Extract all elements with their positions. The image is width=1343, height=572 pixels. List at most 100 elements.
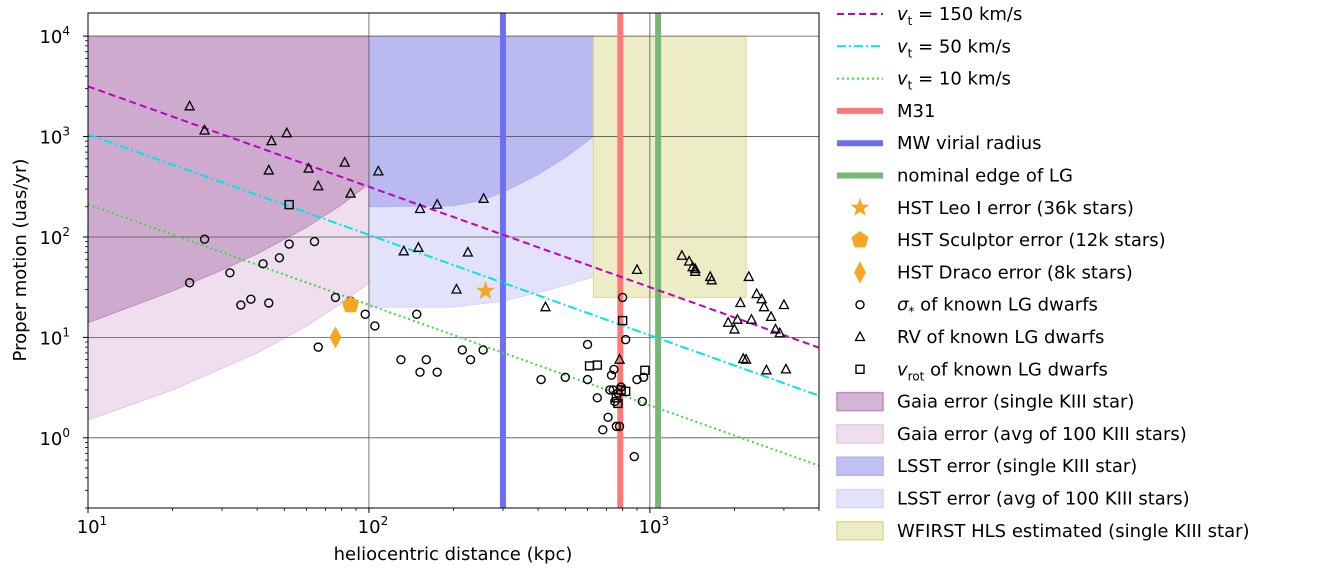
- velocity-line-1: [88, 133, 819, 397]
- legend-label: Gaia error (single KIII star): [897, 392, 1134, 413]
- point-circle: [415, 367, 425, 377]
- point-triangle: [737, 352, 749, 364]
- point-circle: [592, 393, 603, 403]
- point-square: [592, 360, 603, 370]
- data-points: [184, 99, 792, 462]
- point-circle: [611, 421, 622, 432]
- point-triangle: [706, 273, 718, 285]
- legend-label: LSST error (single KIII star): [897, 456, 1137, 477]
- point-triangle: [398, 244, 410, 256]
- legend-region-swatch: [836, 521, 884, 541]
- point-triangle: [198, 124, 211, 135]
- legend-label: WFIRST HLS estimated (single KIII star): [897, 521, 1250, 542]
- point-triangle: [372, 164, 384, 176]
- hst-point-star: [476, 281, 495, 300]
- point-triangle: [728, 323, 741, 334]
- point-square: [611, 393, 622, 403]
- point-square: [613, 398, 623, 409]
- point-triangle: [265, 134, 278, 146]
- legend-label: Gaia error (avg of 100 KIII stars): [897, 424, 1187, 445]
- point-circle: [199, 234, 210, 244]
- point-triangle: [539, 300, 552, 312]
- point-triangle: [339, 156, 351, 167]
- legend-label: σ* of known LG dwarfs: [897, 295, 1098, 319]
- point-circle: [582, 374, 593, 385]
- y-tick-label: 101: [39, 325, 70, 349]
- point-triangle: [769, 323, 782, 334]
- point-circle: [478, 345, 488, 355]
- legend-marker-diamond: [854, 261, 866, 284]
- point-circle: [412, 309, 422, 319]
- legend-label: HST Sculptor error (12k stars): [897, 230, 1166, 251]
- point-triangle: [731, 313, 744, 324]
- point-triangle: [478, 192, 490, 203]
- point-triangle: [450, 283, 463, 294]
- x-axis-label: heliocentric distance (kpc): [334, 544, 573, 565]
- legend-label: MW virial radius: [897, 133, 1042, 154]
- region-4: [592, 35, 747, 298]
- legend-label: HST Leo I error (36k stars): [897, 198, 1134, 219]
- point-triangle: [431, 198, 443, 209]
- point-square: [617, 315, 628, 326]
- x-tick-label: 101: [77, 514, 108, 538]
- point-circle: [606, 370, 617, 380]
- legend-marker-square: [855, 364, 865, 374]
- point-circle: [637, 396, 648, 407]
- point-triangle: [263, 164, 275, 175]
- point-triangle: [414, 202, 426, 214]
- legend-label: HST Draco error (8k stars): [897, 262, 1133, 283]
- point-circle: [421, 354, 431, 365]
- point-triangle: [734, 296, 746, 308]
- point-circle: [638, 372, 649, 383]
- shaded-regions: [88, 35, 747, 421]
- point-circle: [582, 339, 593, 350]
- y-axis-label: Proper motion (uas/yr): [10, 159, 31, 362]
- point-triangle: [765, 310, 777, 322]
- reference-lines: [88, 13, 819, 508]
- point-circle: [309, 236, 320, 247]
- point-triangle: [758, 300, 770, 312]
- legend-region-swatch: [836, 391, 884, 412]
- point-triangle: [676, 249, 688, 260]
- legend-region-swatch: [836, 456, 884, 476]
- x-tick-label: 103: [639, 514, 670, 538]
- x-tick-label: 102: [358, 514, 389, 538]
- point-circle: [284, 239, 294, 249]
- legend-marker-star: [850, 197, 870, 216]
- legend-label: nominal edge of LG: [897, 166, 1073, 187]
- legend-label: vt = 10 km/s: [897, 69, 1011, 93]
- point-circle: [246, 294, 256, 304]
- legend-label: LSST error (avg of 100 KIII stars): [897, 489, 1190, 510]
- legend-marker-circle: [855, 300, 865, 310]
- velocity-line-0: [88, 85, 819, 349]
- point-triangle: [462, 246, 474, 257]
- legend-label: M31: [897, 101, 935, 122]
- point-triangle: [743, 270, 755, 282]
- point-triangle: [689, 265, 701, 276]
- point-triangle: [184, 99, 196, 111]
- point-circle: [620, 334, 631, 345]
- y-tick-label: 102: [39, 225, 70, 249]
- point-circle: [274, 253, 285, 263]
- point-triangle: [740, 353, 752, 364]
- point-square: [584, 361, 595, 371]
- point-triangle: [745, 313, 758, 324]
- point-circle: [184, 278, 195, 288]
- point-circle: [536, 374, 546, 385]
- point-circle: [605, 385, 615, 395]
- axis-ticks: 101 102 103 100 101 102 103 104: [39, 24, 820, 538]
- point-circle: [236, 300, 246, 310]
- legend-marker-triangle: [854, 330, 866, 342]
- point-triangle: [751, 287, 763, 299]
- y-tick-label: 100: [39, 426, 70, 450]
- point-circle: [360, 309, 370, 319]
- legend-label: vrot of known LG dwarfs: [897, 359, 1108, 383]
- point-circle: [632, 374, 642, 385]
- point-circle: [432, 367, 442, 377]
- point-circle: [258, 259, 268, 269]
- point-triangle: [344, 187, 357, 198]
- point-triangle: [756, 292, 768, 304]
- point-circle: [330, 292, 341, 303]
- point-triangle: [683, 255, 695, 266]
- point-circle: [603, 412, 613, 423]
